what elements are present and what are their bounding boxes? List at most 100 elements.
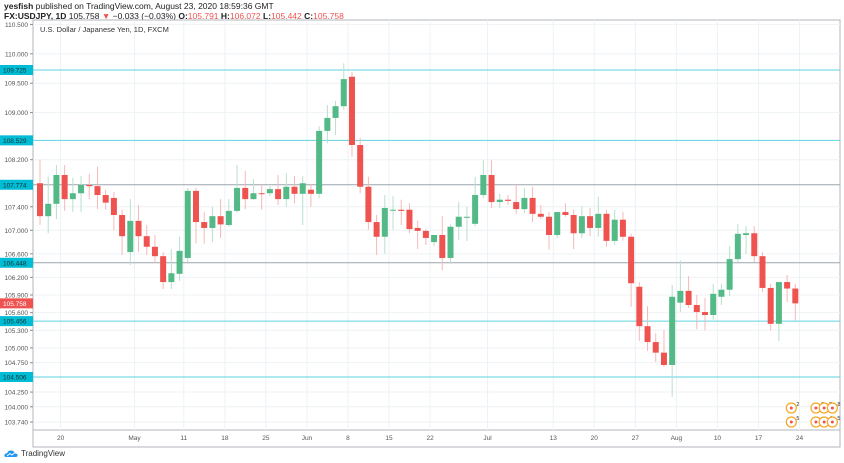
level-price-label: 109.725 [3, 68, 27, 75]
x-tick-label: 27 [632, 435, 640, 442]
candle-down [562, 212, 569, 215]
candle-up [283, 186, 290, 200]
y-tick-label: 110.500 [5, 22, 28, 29]
close-label: C: [304, 11, 314, 21]
x-tick-label: 24 [796, 435, 804, 442]
candle-down [119, 215, 126, 237]
x-tick-label: 25 [262, 435, 270, 442]
candle-down [504, 199, 511, 201]
candle-up [78, 185, 85, 194]
candle-up [324, 117, 331, 131]
event-flag-dot [789, 406, 793, 410]
candle-up [266, 189, 273, 194]
candle-up [595, 213, 602, 228]
event-count: 5 [796, 416, 799, 422]
y-tick-label: 106.600 [5, 251, 29, 258]
candle-up [677, 290, 684, 303]
y-tick-label: 104.250 [5, 390, 29, 397]
candle-up [447, 226, 454, 258]
open-label: O: [178, 11, 188, 21]
candle-up [299, 183, 306, 194]
candle-up [496, 199, 503, 203]
x-tick-label: 15 [385, 435, 393, 442]
candle-up [340, 79, 347, 107]
y-tick-label: 110.000 [5, 51, 28, 58]
event-flag-dot [814, 406, 818, 410]
candle-down [652, 342, 659, 353]
tradingview-logo[interactable]: TradingView [4, 449, 65, 458]
candle-up [184, 190, 191, 258]
candle-down [702, 312, 709, 315]
candle-up [743, 233, 750, 235]
y-tick-label: 107.400 [5, 204, 29, 211]
low-value: 105.442 [271, 11, 302, 21]
candle-up [332, 106, 339, 118]
candle-down [135, 220, 142, 237]
y-tick-label: 103.740 [5, 420, 29, 427]
current-price-label: 105.758 [3, 301, 27, 308]
x-tick-label: 17 [755, 435, 763, 442]
candle-down [513, 202, 520, 210]
publish-text: published on TradingView.com, August 23,… [35, 1, 274, 11]
candle-up [225, 210, 232, 225]
triangle-down-icon: ▼ [101, 11, 111, 21]
event-count: 2 [796, 402, 799, 408]
y-tick-label: 109.000 [5, 110, 29, 117]
y-tick-label: 104.000 [5, 404, 29, 411]
y-tick-label: 109.500 [5, 81, 29, 88]
candle-down [693, 305, 700, 313]
last-price: 105.758 [68, 11, 100, 21]
level-price-label: 107.774 [3, 182, 27, 189]
candle-up [234, 187, 241, 211]
x-tick-label: Aug [671, 435, 683, 442]
candle-down [357, 145, 364, 187]
candle-up [176, 250, 183, 274]
symbol-name[interactable]: FX:USDJPY, 1D [4, 11, 67, 21]
candle-up [209, 216, 216, 228]
candle-down [422, 230, 429, 238]
candle-down [242, 187, 249, 200]
candle-down [529, 197, 536, 214]
candle-down [258, 193, 265, 195]
author[interactable]: yesfish [4, 1, 34, 11]
level-price-tag [0, 372, 33, 382]
price-change: −0.033 (−0.03%) [112, 11, 176, 21]
candle-up [480, 175, 487, 195]
candle-down [373, 222, 380, 237]
candle-down [685, 290, 692, 305]
current-price-tag [0, 298, 33, 309]
candle-up [775, 282, 782, 324]
level-price-tag [0, 316, 33, 327]
candle-down [406, 209, 413, 230]
cloud-logo-icon [4, 450, 18, 457]
candle-down [398, 209, 405, 211]
y-tick-label: 106.200 [5, 275, 29, 282]
x-tick-label: Jun [302, 435, 313, 442]
candle-up [45, 203, 52, 217]
candle-down [792, 288, 799, 304]
level-price-label: 106.448 [3, 260, 27, 267]
candle-up [726, 259, 733, 290]
candle-down [37, 183, 43, 217]
plot-frame [32, 19, 841, 448]
candle-down [275, 189, 282, 200]
event-flag-dot [814, 420, 818, 424]
candle-down [110, 197, 117, 215]
candle-down [291, 186, 298, 194]
level-price-label: 108.529 [3, 138, 27, 145]
candle-up [710, 293, 717, 315]
x-tick-label: 22 [426, 435, 434, 442]
candle-down [636, 286, 643, 327]
candle-up [463, 216, 470, 218]
candle-down [570, 215, 577, 234]
low-label: L: [263, 11, 272, 21]
level-price-tag [0, 257, 33, 268]
candle-down [94, 186, 101, 195]
candle-down [784, 282, 791, 289]
candle-down [644, 326, 651, 343]
level-price-tag [0, 65, 33, 75]
y-tick-label: 104.750 [5, 360, 29, 367]
level-price-label: 105.456 [3, 319, 27, 326]
event-count: 8 [837, 402, 840, 408]
